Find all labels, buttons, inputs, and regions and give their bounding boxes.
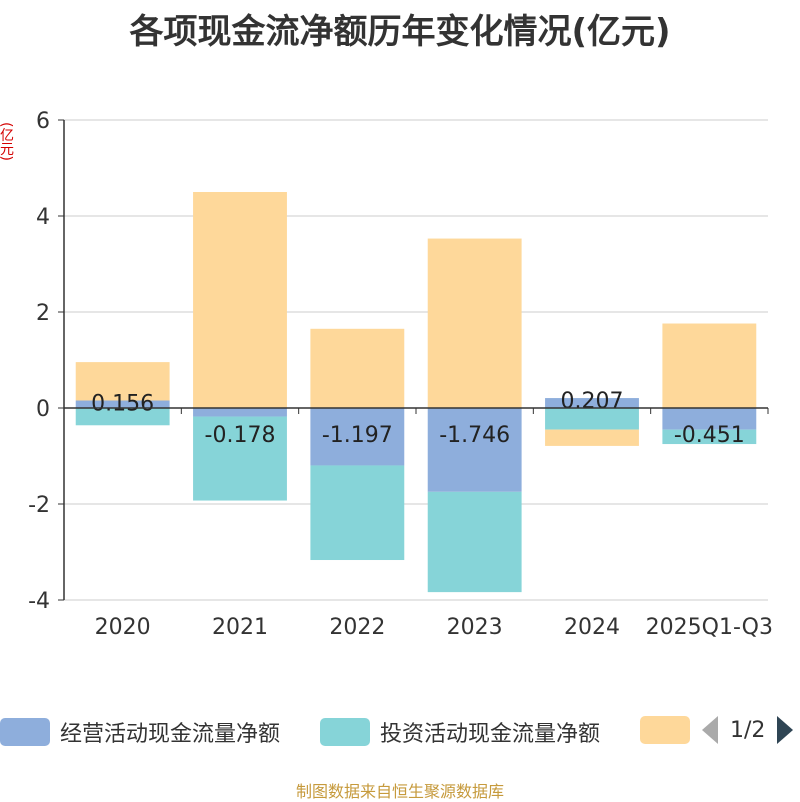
legend-prev-page-icon[interactable] (702, 716, 718, 744)
bar-series0-2023 (427, 408, 522, 492)
data-source-footer: 制图数据来自恒生聚源数据库 (295, 782, 504, 801)
y-tick-label: 0 (36, 397, 50, 422)
y-tick-label: -2 (28, 493, 50, 518)
legend: 经营活动现金流量净额 投资活动现金流量净额 1/2 (0, 712, 800, 758)
legend-next-page-icon[interactable] (777, 716, 794, 744)
y-tick-label: 4 (36, 205, 50, 230)
data-label: 0.207 (561, 389, 624, 414)
legend-item-operating[interactable]: 经营活动现金流量净额 (0, 716, 280, 748)
bar-series0-2025Q1-Q3 (662, 408, 757, 430)
bar-series1-2023 (427, 491, 522, 593)
legend-item-third-series[interactable] (640, 716, 690, 744)
y-tick-label: 6 (36, 109, 50, 134)
legend-page-indicator: 1/2 (730, 717, 766, 743)
bar-series2-2022 (310, 328, 405, 408)
bar-series0-2020 (75, 400, 170, 408)
chart-title: 各项现金流净额历年变化情况(亿元) (129, 12, 671, 52)
bar-series1-2024 (545, 408, 639, 430)
bar-series1-2022 (310, 465, 405, 561)
data-label: 0.156 (91, 392, 154, 417)
legend-pager: 1/2 (702, 716, 794, 744)
x-tick-label: 2025Q1-Q3 (646, 615, 773, 640)
data-label: -0.451 (674, 423, 745, 448)
bar-series1-2020 (75, 408, 170, 426)
bar-series1-2025Q1-Q3 (662, 429, 757, 445)
y-tick-label: 2 (36, 301, 50, 326)
legend-swatch-investing (320, 718, 370, 746)
bar-chart: 6 4 2 0 -2 -4 0.156 -0.178 -1.197 -1.746 0.207 -0.4… (28, 109, 773, 640)
bar-series2-2021 (193, 192, 287, 408)
bar-series2-2020 (75, 362, 170, 401)
data-label: -1.746 (439, 423, 510, 448)
y-tick-label: -4 (28, 589, 50, 614)
legend-swatch-third-series (640, 716, 690, 744)
x-tick-label: 2024 (564, 615, 620, 640)
legend-label-investing: 投资活动现金流量净额 (380, 722, 601, 747)
bar-series2-2024 (545, 429, 639, 446)
data-label: -0.178 (205, 423, 276, 448)
legend-item-investing[interactable]: 投资活动现金流量净额 (320, 716, 600, 748)
data-label: -1.197 (322, 423, 393, 448)
bar-series2-2025Q1-Q3 (662, 323, 757, 408)
bar-series2-2023 (427, 238, 522, 408)
bar-series0-2024 (545, 398, 639, 408)
bar-series1-2021 (193, 416, 287, 501)
bar-series0-2022 (310, 408, 405, 466)
legend-swatch-operating (0, 718, 50, 746)
legend-label-operating: 经营活动现金流量净额 (60, 722, 281, 747)
bar-series0-2021 (193, 408, 287, 417)
x-tick-label: 2020 (95, 615, 151, 640)
y-axis-unit-label: (亿元) (0, 122, 14, 161)
x-tick-label: 2021 (212, 615, 268, 640)
x-tick-label: 2023 (447, 615, 503, 640)
x-tick-label: 2022 (329, 615, 385, 640)
